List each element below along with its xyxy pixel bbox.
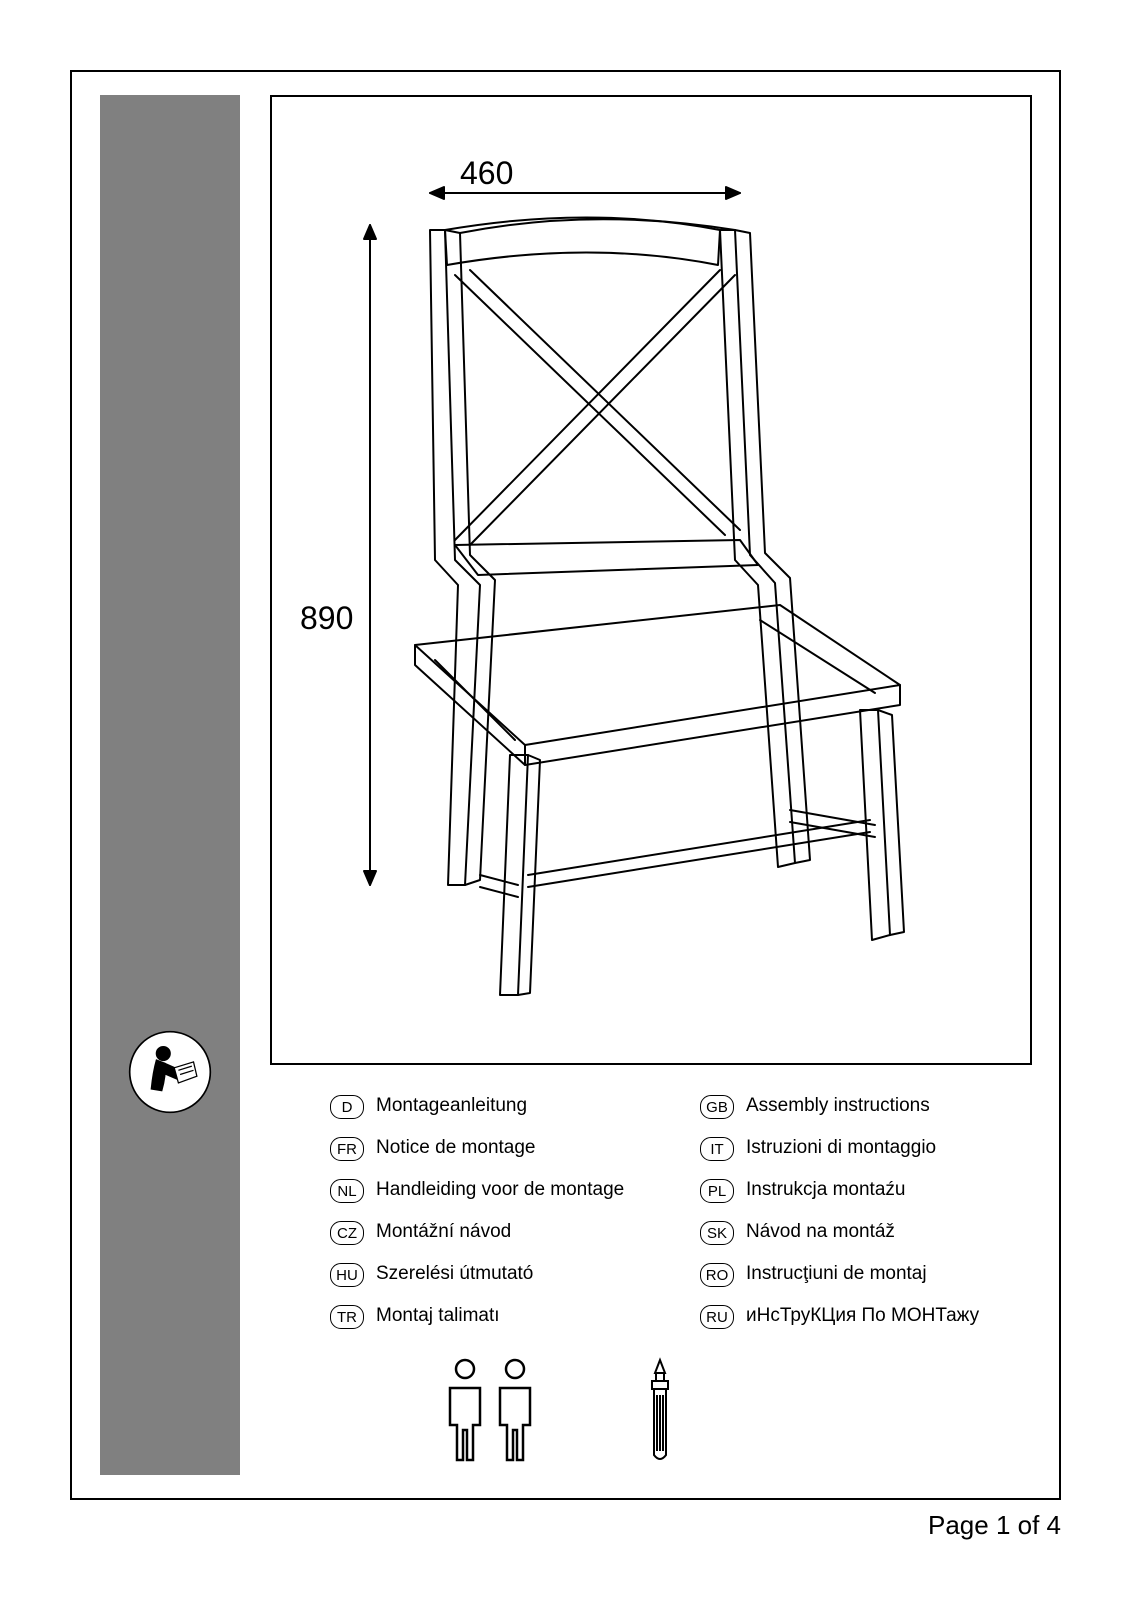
lang-text: Montážní návod xyxy=(376,1221,511,1243)
dimension-width: 460 xyxy=(460,155,513,192)
dimension-height: 890 xyxy=(300,600,353,637)
read-manual-icon xyxy=(128,1030,212,1114)
lang-row: GB Assembly instructions xyxy=(700,1095,1030,1119)
language-list: D Montageanleitung FR Notice de montage … xyxy=(330,1095,1030,1347)
lang-text: Montaj talimatı xyxy=(376,1305,500,1327)
page: 460 890 D Montageanleitung FR Notic xyxy=(0,0,1131,1600)
chair-drawing xyxy=(280,105,1022,1055)
lang-badge: CZ xyxy=(330,1221,364,1245)
page-number: Page 1 of 4 xyxy=(928,1510,1061,1541)
lang-row: IT Istruzioni di montaggio xyxy=(700,1137,1030,1161)
lang-badge: SK xyxy=(700,1221,734,1245)
lang-text: Návod na montáž xyxy=(746,1221,895,1243)
lang-text: Handleiding voor de montage xyxy=(376,1179,624,1201)
lang-row: SK Návod na montáž xyxy=(700,1221,1030,1245)
lang-text: Montageanleitung xyxy=(376,1095,527,1117)
lang-row: PL Instrukcja montaźu xyxy=(700,1179,1030,1203)
lang-badge: GB xyxy=(700,1095,734,1119)
lang-badge: IT xyxy=(700,1137,734,1161)
lang-badge: FR xyxy=(330,1137,364,1161)
lang-row: CZ Montážní návod xyxy=(330,1221,660,1245)
lang-badge: D xyxy=(330,1095,364,1119)
language-col-right: GB Assembly instructions IT Istruzioni d… xyxy=(700,1095,1030,1347)
lang-text: Instrucţiuni de montaj xyxy=(746,1263,927,1285)
lang-row: D Montageanleitung xyxy=(330,1095,660,1119)
two-person-icon xyxy=(440,1355,550,1465)
lang-badge: TR xyxy=(330,1305,364,1329)
lang-text: Szerelési útmutató xyxy=(376,1263,533,1285)
lang-badge: RU xyxy=(700,1305,734,1329)
lang-row: NL Handleiding voor de montage xyxy=(330,1179,660,1203)
lang-badge: PL xyxy=(700,1179,734,1203)
lang-text: Assembly instructions xyxy=(746,1095,930,1117)
lang-badge: RO xyxy=(700,1263,734,1287)
lang-text: иНсТруКЦия По МОНТажу xyxy=(746,1305,979,1327)
lang-row: RU иНсТруКЦия По МОНТажу xyxy=(700,1305,1030,1329)
requirements-icons xyxy=(440,1355,840,1465)
language-col-left: D Montageanleitung FR Notice de montage … xyxy=(330,1095,660,1347)
lang-row: RO Instrucţiuni de montaj xyxy=(700,1263,1030,1287)
lang-row: FR Notice de montage xyxy=(330,1137,660,1161)
lang-text: Notice de montage xyxy=(376,1137,536,1159)
lang-text: Istruzioni di montaggio xyxy=(746,1137,936,1159)
gray-sidebar xyxy=(100,95,240,1475)
lang-row: HU Szerelési útmutató xyxy=(330,1263,660,1287)
lang-row: TR Montaj talimatı xyxy=(330,1305,660,1329)
lang-text: Instrukcja montaźu xyxy=(746,1179,905,1201)
lang-badge: HU xyxy=(330,1263,364,1287)
screwdriver-icon xyxy=(640,1355,680,1465)
lang-badge: NL xyxy=(330,1179,364,1203)
